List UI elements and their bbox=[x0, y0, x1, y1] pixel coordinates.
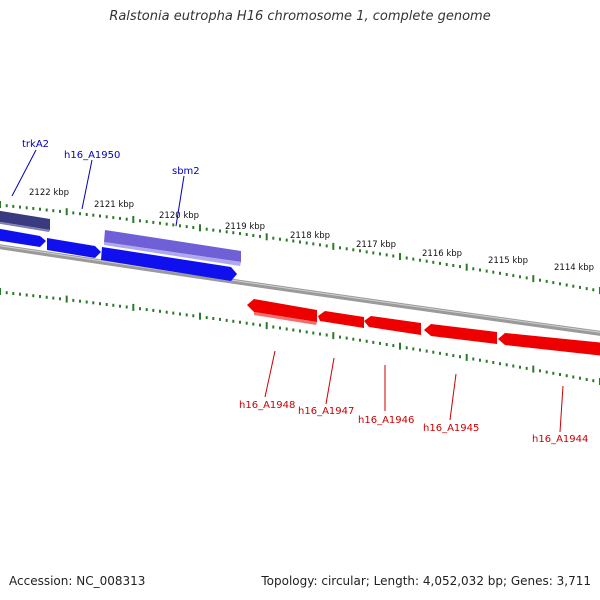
leader-line-sbm2 bbox=[175, 175, 185, 227]
tick-label: 2116 kbp bbox=[422, 249, 462, 259]
forward-gene-track-inner bbox=[0, 228, 237, 281]
gene-arrow-h16_A1948-shade bbox=[254, 312, 317, 325]
leader-line-trkA2 bbox=[11, 149, 37, 197]
tick-ruler-lower bbox=[0, 288, 600, 385]
gene-label-h16_A1946[interactable]: h16_A1946 bbox=[358, 415, 414, 426]
leader-line-h16_A1950 bbox=[81, 159, 93, 210]
leader-line-h16_A1948 bbox=[264, 350, 276, 398]
gene-label-sbm2[interactable]: sbm2 bbox=[172, 166, 200, 177]
map-title: Ralstonia eutropha H16 chromosome 1, com… bbox=[109, 9, 491, 24]
gene-arrow-h16_A1950[interactable] bbox=[47, 238, 101, 258]
leader-line-h16_A1947 bbox=[325, 357, 335, 405]
tick-label: 2119 kbp bbox=[225, 222, 265, 232]
gene-arrow-h16_A1947[interactable] bbox=[318, 311, 364, 328]
gene-arrow-h16_A1946[interactable] bbox=[364, 316, 421, 335]
tick-label: 2115 kbp bbox=[488, 256, 528, 266]
chromosome-backbone-highlight bbox=[0, 245, 600, 333]
accession-text: Accession: NC_008313 bbox=[9, 574, 146, 588]
gene-label-h16_A1945[interactable]: h16_A1945 bbox=[423, 423, 479, 434]
gene-arrow-sbm2-shade bbox=[104, 242, 241, 266]
gene-arrow-h16_A1944[interactable] bbox=[498, 333, 600, 356]
tick-label: 2117 kbp bbox=[356, 240, 396, 250]
tick-label: 2120 kbp bbox=[159, 211, 199, 221]
gene-label-trkA2[interactable]: trkA2 bbox=[22, 139, 49, 150]
tick-label: 2122 kbp bbox=[29, 188, 69, 198]
gene-arrow-h16_A1948[interactable] bbox=[247, 299, 317, 322]
tick-label: 2118 kbp bbox=[290, 231, 330, 241]
gene-label-leaders bbox=[11, 149, 564, 433]
genome-summary-text: Topology: circular; Length: 4,052,032 bp… bbox=[261, 574, 591, 588]
tick-labels: 2122 kbp 2121 kbp 2120 kbp 2119 kbp 2118… bbox=[29, 188, 594, 273]
gene-label-h16_A1950[interactable]: h16_A1950 bbox=[64, 150, 120, 161]
gene-arrow-trkA2-shade bbox=[0, 221, 50, 232]
gene-label-h16_A1948[interactable]: h16_A1948 bbox=[239, 400, 295, 411]
tick-label: 2114 kbp bbox=[554, 263, 594, 273]
gene-label-h16_A1944[interactable]: h16_A1944 bbox=[532, 434, 588, 445]
tick-label: 2121 kbp bbox=[94, 200, 134, 210]
forward-gene-track-outer bbox=[0, 210, 241, 266]
gene-arrow-trkA2[interactable] bbox=[0, 210, 50, 230]
tick-ruler-upper bbox=[0, 201, 600, 294]
gene-label-h16_A1947[interactable]: h16_A1947 bbox=[298, 406, 354, 417]
gene-arrow-h16_A1945[interactable] bbox=[424, 324, 497, 344]
gene-arrow-sbm2[interactable] bbox=[104, 230, 241, 262]
gene-arrow-forward[interactable] bbox=[0, 228, 46, 247]
reverse-gene-track bbox=[247, 299, 600, 356]
chromosome-backbone bbox=[0, 244, 600, 336]
gene-labels: trkA2 h16_A1950 sbm2 h16_A1948 h16_A1947… bbox=[22, 139, 588, 445]
leader-line-h16_A1945 bbox=[449, 373, 457, 421]
leader-line-h16_A1944 bbox=[559, 385, 564, 433]
gene-arrow-forward-large[interactable] bbox=[101, 247, 237, 281]
